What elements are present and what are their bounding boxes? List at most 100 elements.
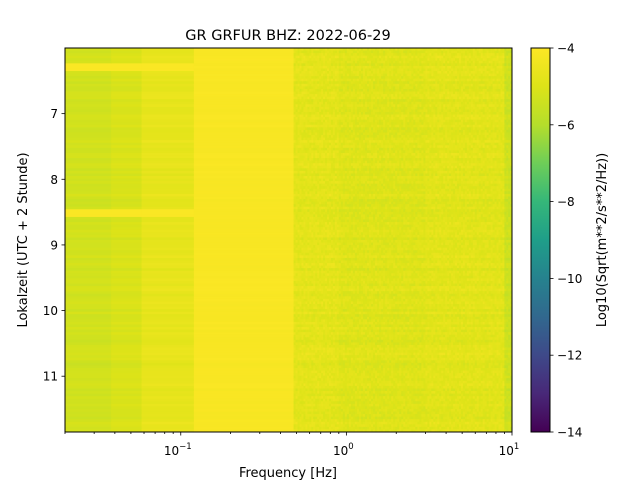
heatmap-cell — [293, 291, 297, 295]
heatmap-cell — [334, 411, 338, 415]
heatmap-cell — [297, 158, 301, 162]
heatmap-cell — [321, 48, 324, 52]
heatmap-cell — [111, 416, 143, 420]
heatmap-cell — [303, 311, 306, 315]
heatmap-cell — [419, 53, 422, 57]
heatmap-cell — [299, 132, 303, 136]
heatmap-cell — [415, 83, 418, 87]
heatmap-cell — [65, 186, 112, 190]
heatmap-cell — [399, 53, 402, 57]
heatmap-cell — [405, 68, 408, 72]
heatmap-cell — [305, 260, 308, 264]
heatmap-cell — [313, 314, 316, 318]
heatmap-cell — [301, 273, 305, 277]
heatmap-cell — [327, 122, 330, 126]
heatmap-cell — [367, 99, 370, 103]
heatmap-cell — [373, 71, 376, 75]
heatmap-cell — [295, 375, 299, 379]
heatmap-cell — [193, 329, 295, 333]
heatmap-cell — [303, 398, 306, 402]
heatmap-cell — [328, 306, 332, 310]
heatmap-cell — [411, 96, 414, 100]
heatmap-cell — [305, 388, 308, 392]
heatmap-cell — [330, 112, 334, 116]
heatmap-cell — [299, 181, 303, 185]
heatmap-cell — [65, 181, 112, 185]
heatmap-cell — [391, 53, 394, 57]
heatmap-cell — [330, 357, 334, 361]
heatmap-cell — [332, 63, 336, 67]
heatmap-cell — [348, 73, 352, 77]
heatmap-cell — [311, 283, 314, 287]
heatmap-cell — [305, 158, 308, 162]
heatmap-cell — [334, 329, 338, 333]
heatmap-cell — [311, 380, 314, 384]
heatmap-cell — [319, 378, 322, 382]
heatmap-cell — [301, 158, 305, 162]
heatmap-cell — [317, 396, 320, 400]
heatmap-cell — [315, 357, 318, 361]
heatmap-cell — [141, 204, 195, 208]
heatmap-cell — [141, 50, 195, 54]
heatmap-cell — [301, 314, 305, 318]
heatmap-cell — [297, 309, 301, 313]
heatmap-cell — [332, 265, 336, 269]
heatmap-cell — [313, 119, 316, 123]
heatmap-cell — [295, 311, 299, 315]
heatmap-cell — [328, 391, 332, 395]
heatmap-cell — [319, 186, 322, 190]
heatmap-cell — [319, 104, 322, 108]
heatmap-cell — [293, 391, 297, 395]
heatmap-cell — [327, 380, 330, 384]
heatmap-cell — [295, 250, 299, 254]
heatmap-cell — [397, 94, 400, 98]
heatmap-cell — [327, 385, 330, 390]
heatmap-cell — [305, 321, 308, 326]
heatmap-cell — [65, 339, 112, 343]
heatmap-cell — [332, 304, 336, 308]
heatmap-cell — [325, 165, 328, 169]
heatmap-cell — [325, 94, 328, 98]
heatmap-cell — [303, 214, 306, 218]
heatmap-cell — [325, 416, 328, 420]
heatmap-cell — [321, 329, 324, 333]
heatmap-cell — [111, 288, 143, 292]
heatmap-cell — [193, 96, 295, 100]
heatmap-cell — [367, 81, 370, 85]
heatmap-cell — [305, 227, 308, 231]
heatmap-cell — [336, 106, 340, 111]
heatmap-cell — [305, 329, 308, 333]
heatmap-cell — [299, 370, 303, 374]
heatmap-cell — [399, 48, 402, 52]
heatmap-cell — [325, 293, 328, 297]
heatmap-cell — [325, 199, 328, 203]
heatmap-cell — [141, 112, 195, 116]
heatmap-cell — [305, 99, 308, 103]
heatmap-cell — [334, 65, 338, 70]
heatmap-cell — [340, 53, 344, 57]
heatmap-cell — [323, 316, 326, 320]
heatmap-cell — [305, 347, 308, 351]
heatmap-cell — [387, 63, 390, 67]
heatmap-cell — [350, 94, 354, 98]
heatmap-cell — [305, 219, 308, 223]
heatmap-cell — [317, 265, 320, 269]
heatmap-cell — [313, 216, 316, 221]
heatmap-cell — [295, 199, 299, 203]
heatmap-cell — [328, 296, 332, 300]
heatmap-cell — [111, 83, 143, 87]
heatmap-cell — [65, 124, 112, 128]
heatmap-cell — [336, 406, 340, 410]
heatmap-cell — [354, 53, 358, 57]
heatmap-cell — [307, 193, 310, 198]
heatmap-cell — [313, 58, 316, 62]
heatmap-cell — [330, 298, 334, 303]
heatmap-cell — [301, 393, 305, 397]
heatmap-cell — [319, 286, 322, 290]
heatmap-cell — [311, 334, 314, 338]
heatmap-cell — [323, 357, 326, 361]
heatmap-cell — [303, 160, 306, 164]
heatmap-cell — [301, 288, 305, 292]
heatmap-cell — [293, 401, 297, 405]
heatmap-cell — [336, 91, 340, 95]
